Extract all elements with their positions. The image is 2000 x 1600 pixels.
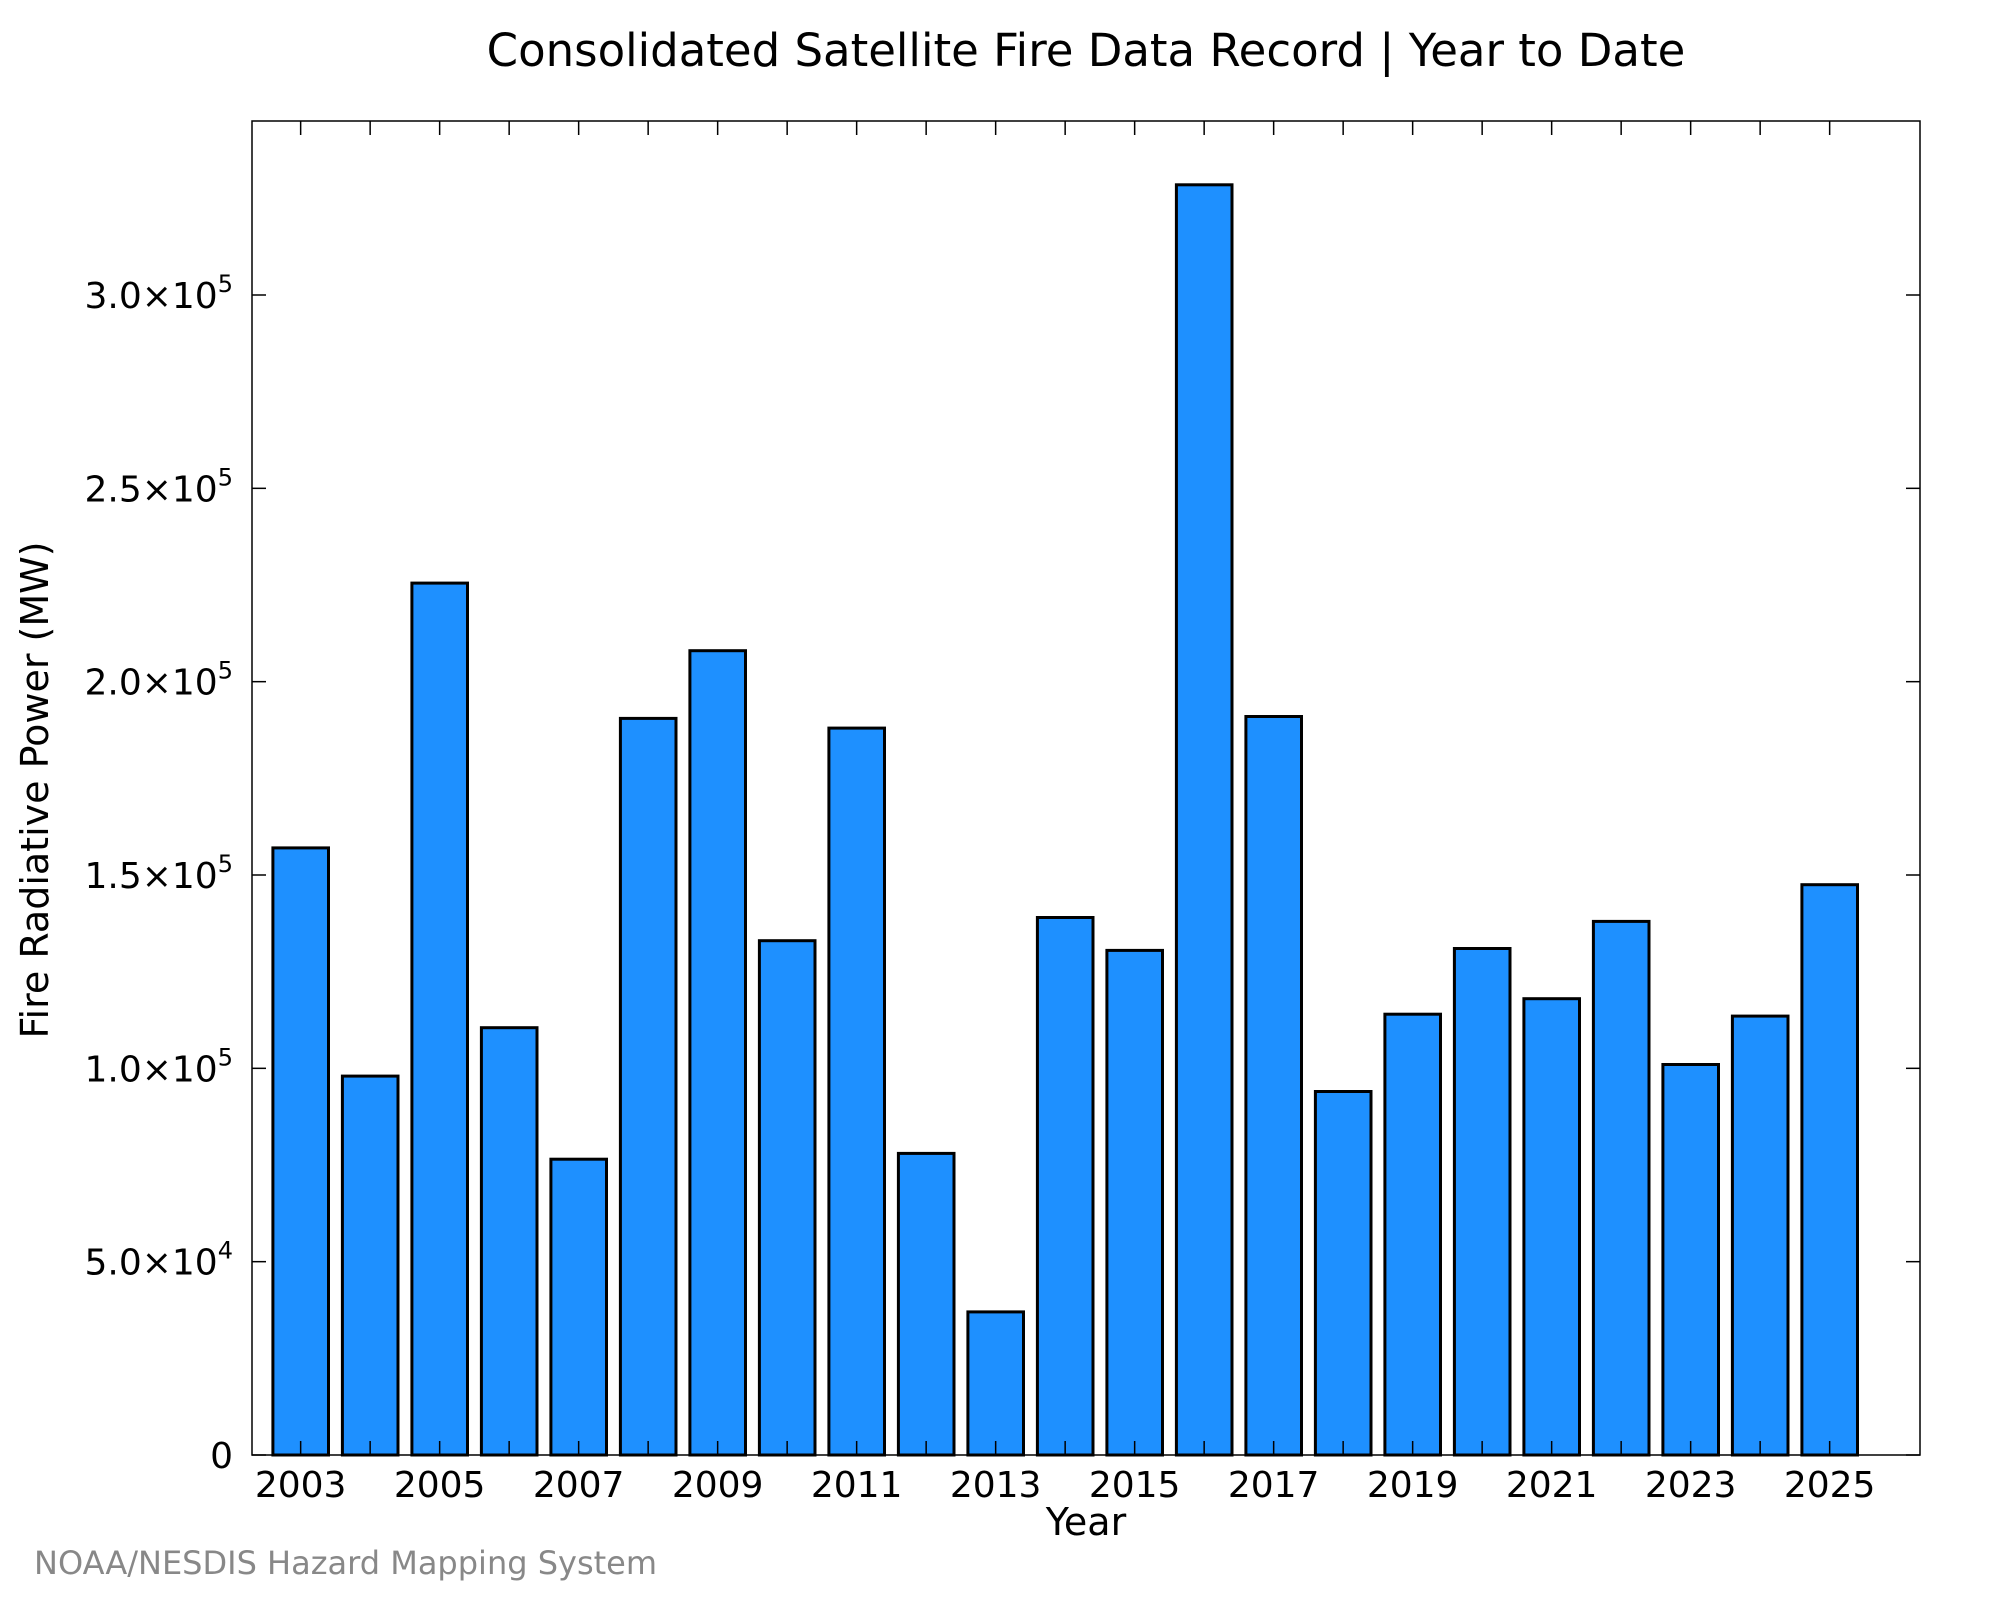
- x-tick-label-2005: 2005: [394, 1465, 486, 1506]
- bar-2015: [1105, 948, 1165, 1457]
- bar-2020: [1452, 947, 1512, 1457]
- bar-2023: [1661, 1063, 1721, 1457]
- bar-2025: [1800, 883, 1860, 1457]
- chart-title: Consolidated Satellite Fire Data Record …: [487, 24, 1686, 77]
- x-tick-label-2025: 2025: [1784, 1465, 1876, 1506]
- y-tick-labels: 0 5.0×104 1.0×105 1.5×105 2.0×105 2.5×105 3.0×…: [84, 270, 233, 1477]
- x-tick-label-2011: 2011: [811, 1465, 903, 1506]
- bar-2012: [896, 1151, 956, 1457]
- source-credit: NOAA/NESDIS Hazard Mapping System: [34, 1544, 657, 1582]
- bar-2009: [688, 649, 748, 1457]
- bar-2003: [271, 846, 330, 1457]
- y-tick-label-300000: 3.0×105: [84, 270, 233, 317]
- x-tick-label-2009: 2009: [672, 1465, 764, 1506]
- x-tick-label-2017: 2017: [1228, 1465, 1320, 1506]
- bar-2013: [966, 1310, 1026, 1457]
- y-tick-label-100000: 1.0×105: [84, 1043, 233, 1090]
- bar-2017: [1244, 715, 1304, 1457]
- x-tick-label-2013: 2013: [950, 1465, 1042, 1506]
- bar-2016: [1174, 183, 1234, 1457]
- plot-frame: [251, 120, 1921, 1456]
- bar-2006: [479, 1026, 539, 1457]
- bar-2007: [549, 1157, 609, 1457]
- x-tick-label-2007: 2007: [533, 1465, 625, 1506]
- y-tick-label-50000: 5.0×104: [84, 1237, 233, 1284]
- ticks-layer: [252, 121, 1920, 1456]
- y-tick-label-250000: 2.5×105: [84, 463, 233, 510]
- y-axis-label: Fire Radiative Power (MW): [13, 541, 57, 1038]
- x-axis-label: Year: [1045, 1500, 1127, 1544]
- x-tick-label-2021: 2021: [1506, 1465, 1598, 1506]
- bar-2005: [410, 581, 469, 1457]
- bar-2019: [1383, 1012, 1443, 1457]
- bar-2021: [1522, 997, 1582, 1457]
- bar-2011: [827, 726, 887, 1457]
- x-tick-label-2015: 2015: [1089, 1465, 1181, 1506]
- bar-2018: [1313, 1090, 1373, 1457]
- y-tick-label-150000: 1.5×105: [84, 850, 233, 897]
- bar-2014: [1035, 916, 1095, 1457]
- bar-2008: [618, 716, 678, 1457]
- bars-layer: [271, 183, 1860, 1457]
- bar-2022: [1591, 919, 1651, 1457]
- x-tick-label-2003: 2003: [255, 1465, 347, 1506]
- x-tick-label-2019: 2019: [1367, 1465, 1459, 1506]
- y-tick-label-200000: 2.0×105: [84, 657, 233, 704]
- bar-2004: [340, 1074, 400, 1457]
- bar-2010: [757, 939, 817, 1457]
- x-tick-label-2023: 2023: [1645, 1465, 1737, 1506]
- x-tick-labels: 2003 2005 2007 2009 2011 2013 2015 2017 2019 2021…: [255, 1465, 1876, 1506]
- bar-2024: [1730, 1014, 1790, 1457]
- y-tick-label-0: 0: [210, 1436, 233, 1477]
